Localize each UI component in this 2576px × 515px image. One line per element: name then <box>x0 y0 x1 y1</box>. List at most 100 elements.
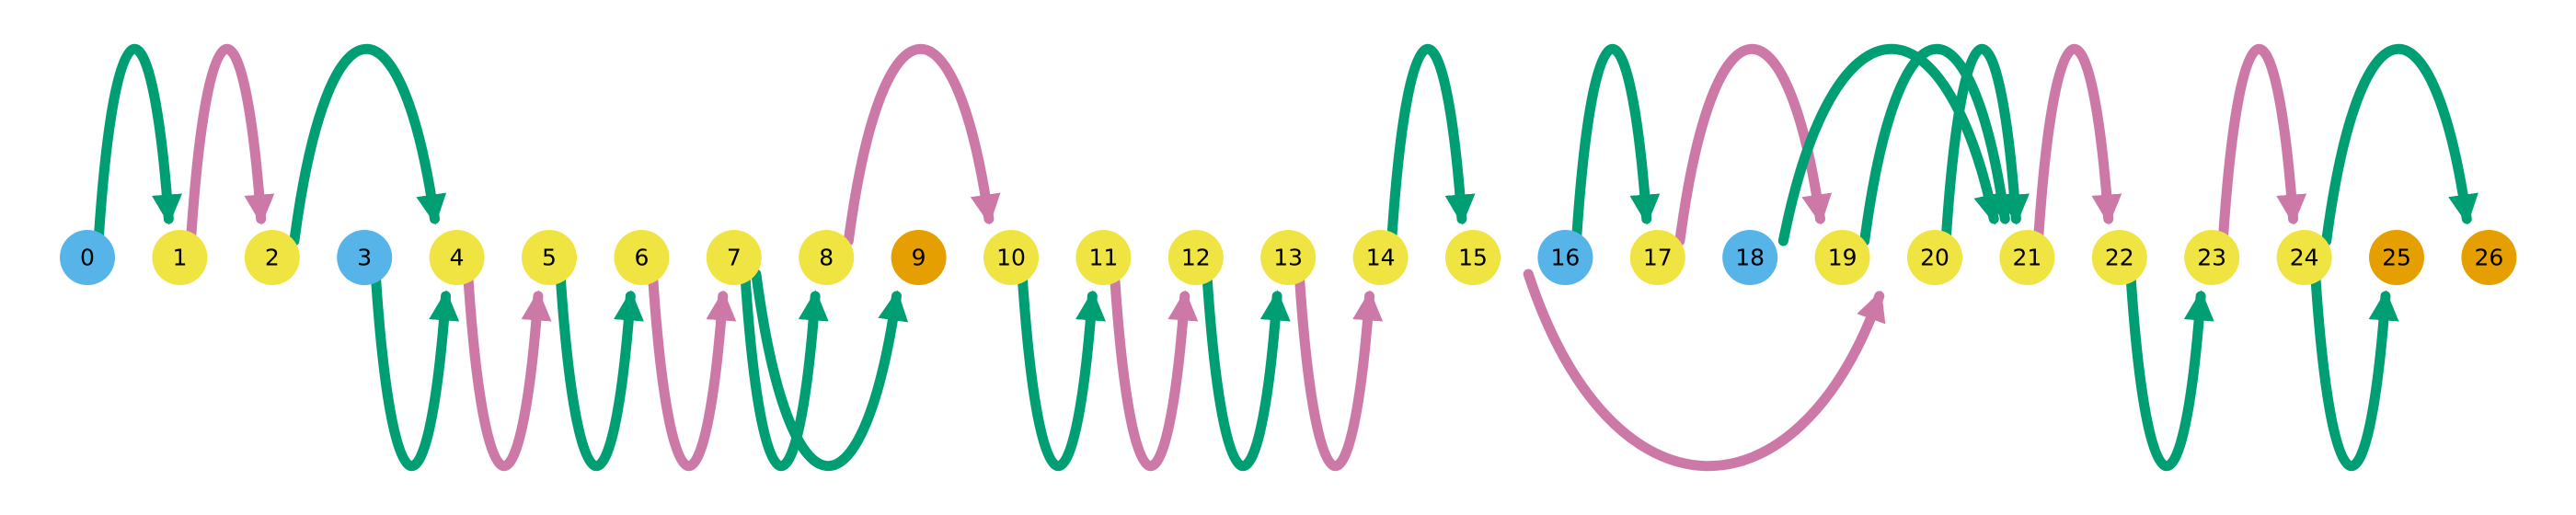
node-0-label: 0 <box>80 245 95 271</box>
node-25-circle <box>2369 230 2424 285</box>
node-9: 9 <box>891 230 947 285</box>
node-17: 17 <box>1629 230 1685 285</box>
node-11-label: 11 <box>1088 245 1118 271</box>
node-23: 23 <box>2184 230 2240 285</box>
node-10: 10 <box>983 230 1039 285</box>
node-3: 3 <box>337 230 393 285</box>
node-19-circle <box>1814 230 1870 285</box>
edge-12-to-13 <box>1202 269 1291 472</box>
node-13-circle <box>1260 230 1317 285</box>
edge-5-to-6 <box>555 269 644 472</box>
edge-10-to-11 <box>1017 269 1106 472</box>
node-5-circle <box>522 230 577 285</box>
node-24: 24 <box>2276 230 2332 285</box>
node-21-circle <box>1999 230 2055 285</box>
node-1-label: 1 <box>172 245 187 271</box>
nodes-layer: 0 1 2 3 4 5 6 7 8 9 10 11 12 13 14 15 16 17 18 19 20 21 22 23 24… <box>60 230 2517 285</box>
node-12: 12 <box>1167 230 1224 285</box>
node-12-label: 12 <box>1181 245 1211 271</box>
node-15-circle <box>1445 230 1501 285</box>
node-4-label: 4 <box>450 245 465 271</box>
node-12-circle <box>1167 230 1224 285</box>
node-23-label: 23 <box>2197 245 2226 271</box>
edge-15-to-20 <box>1523 269 1886 472</box>
edge-20-to-21 <box>1940 43 2030 246</box>
node-3-label: 3 <box>357 245 372 271</box>
node-7: 7 <box>706 230 762 285</box>
node-1: 1 <box>152 230 208 285</box>
node-16: 16 <box>1537 230 1593 285</box>
node-8: 8 <box>799 230 855 285</box>
node-5: 5 <box>522 230 577 285</box>
node-9-label: 9 <box>912 245 926 271</box>
node-2-circle <box>244 230 300 285</box>
node-6-label: 6 <box>634 245 649 271</box>
node-6-circle <box>614 230 670 285</box>
edge-6-to-7 <box>647 269 737 472</box>
node-13-label: 13 <box>1273 245 1303 271</box>
edge-3-to-4 <box>370 269 460 472</box>
node-18-circle <box>1722 230 1778 285</box>
edge-7-to-8 <box>740 269 829 472</box>
node-22-label: 22 <box>2105 245 2134 271</box>
node-20-circle <box>1907 230 1962 285</box>
node-0: 0 <box>60 230 115 285</box>
node-24-label: 24 <box>2290 245 2319 271</box>
node-9-circle <box>891 230 947 285</box>
node-23-circle <box>2184 230 2240 285</box>
edge-13-to-14 <box>1294 269 1384 472</box>
node-7-label: 7 <box>727 245 742 271</box>
node-20: 20 <box>1907 230 1962 285</box>
node-14-circle <box>1352 230 1409 285</box>
edge-7-to-9 <box>751 269 909 472</box>
node-25-label: 25 <box>2382 245 2411 271</box>
edge-24-to-25 <box>2310 269 2399 472</box>
edge-24-to-26 <box>2321 43 2478 246</box>
node-14: 14 <box>1352 230 1409 285</box>
node-4-circle <box>429 230 485 285</box>
node-13: 13 <box>1260 230 1317 285</box>
node-26: 26 <box>2461 230 2517 285</box>
node-5-label: 5 <box>542 245 557 271</box>
node-7-circle <box>706 230 762 285</box>
node-8-circle <box>799 230 855 285</box>
node-11-circle <box>1075 230 1132 285</box>
edge-11-to-12 <box>1109 269 1199 472</box>
node-10-circle <box>983 230 1039 285</box>
node-8-label: 8 <box>819 245 834 271</box>
node-21: 21 <box>1999 230 2055 285</box>
node-17-label: 17 <box>1643 245 1673 271</box>
node-24-circle <box>2276 230 2332 285</box>
node-15: 15 <box>1445 230 1501 285</box>
edge-14-to-15 <box>1386 43 1476 246</box>
edge-16-to-17 <box>1570 43 1661 246</box>
edge-1-to-2 <box>185 43 275 246</box>
edge-17-to-19 <box>1674 43 1833 246</box>
edge-21-to-22 <box>2032 43 2122 246</box>
edge-8-to-10 <box>843 43 1001 246</box>
edge-22-to-23 <box>2125 269 2214 472</box>
edges-layer <box>93 43 2478 472</box>
node-14-label: 14 <box>1366 245 1396 271</box>
edge-2-to-4 <box>289 43 447 246</box>
edge-0-to-1 <box>93 43 182 246</box>
node-22: 22 <box>2091 230 2147 285</box>
node-19: 19 <box>1814 230 1870 285</box>
node-16-label: 16 <box>1550 245 1580 271</box>
node-22-circle <box>2091 230 2147 285</box>
node-10-label: 10 <box>996 245 1026 271</box>
node-11: 11 <box>1075 230 1132 285</box>
node-16-circle <box>1537 230 1593 285</box>
node-26-circle <box>2461 230 2517 285</box>
node-1-circle <box>152 230 208 285</box>
node-18: 18 <box>1722 230 1778 285</box>
node-17-circle <box>1629 230 1685 285</box>
edge-19-to-21 <box>1859 43 2017 246</box>
node-15-label: 15 <box>1458 245 1488 271</box>
node-2: 2 <box>244 230 300 285</box>
node-26-label: 26 <box>2474 245 2503 271</box>
node-18-label: 18 <box>1735 245 1765 271</box>
node-2-label: 2 <box>265 245 280 271</box>
node-21-label: 21 <box>2012 245 2041 271</box>
